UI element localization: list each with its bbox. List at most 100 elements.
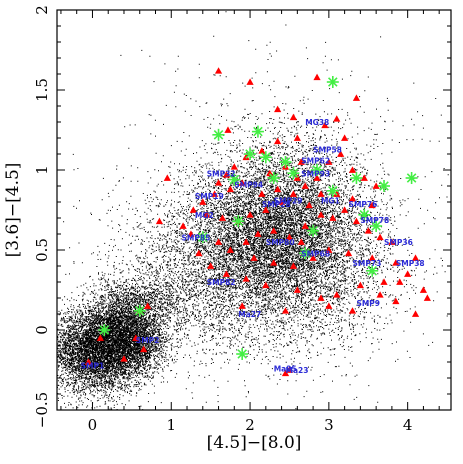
star-point [350,172,363,184]
object-label: SMP78 [360,216,389,225]
star-stroke [406,173,417,183]
triangle-point [411,254,420,261]
triangle-point [372,182,380,189]
star-point [133,304,146,317]
star-stroke [197,232,208,243]
triangle-point [120,355,128,362]
star-point [251,125,264,138]
triangle-point [325,158,333,165]
triangle-point [258,147,266,154]
triangle-point [325,302,333,309]
triangle-point [376,291,384,298]
object-label: Ma23 [286,366,309,375]
triangle-point [226,185,234,193]
triangle-point [277,198,286,205]
triangle-point [222,171,231,178]
triangle-point [376,233,384,241]
object-label: MG38 [305,118,329,127]
star-stroke [312,165,322,175]
star-point [287,167,300,180]
triangle-point [230,163,238,170]
object-label: SMP9 [356,299,380,308]
star-point [228,173,241,186]
triangle-point [132,334,140,341]
triangle-point [352,94,361,101]
object-label: SMP58 [313,145,342,154]
triangle-point [352,217,361,225]
star-point [98,324,111,336]
triangle-point [344,249,353,257]
triangle-point [388,238,396,245]
star-point [279,156,292,168]
triangle-point [163,174,171,181]
star-point [358,208,371,221]
triangle-point [333,115,341,122]
object-label: SMP85 [182,233,211,242]
star-point [196,231,209,244]
star-stroke [379,181,389,191]
star-point [370,220,383,232]
triangle-point [341,206,349,213]
field-dot-cluster [60,86,446,403]
triangle-point [199,198,207,205]
triangle-point [348,166,357,173]
plot-frame [56,9,452,411]
triangle-point [218,214,227,221]
y-tick-label: −0.5 [33,392,51,428]
triangle-point [317,211,325,218]
triangle-point [246,211,254,218]
triangle-point [317,190,325,197]
y-tick-label: 2 [33,5,51,15]
star-point [326,76,339,88]
object-labels: MG38 SMP58 SMP62 SMP93 SMP32 SMP94 SMP19 MG2 SMP… [81,118,425,375]
triangle-point [242,238,250,245]
triangle-point [262,281,270,289]
star-point [405,172,418,184]
triangle-point [337,150,345,157]
star-stroke [327,77,338,87]
object-label: SMP29 [274,197,303,206]
triangle-point [380,278,388,285]
star-stroke [371,221,381,231]
triangle-point [242,275,250,282]
triangle-point [289,262,297,269]
object-label: SMP62 [301,157,330,166]
field-dot-cluster [105,123,413,371]
triangle-point [155,217,164,225]
star-stroke [99,325,110,335]
field-dot-cluster [57,277,178,411]
triangle-point [207,262,215,269]
object-label: SMP36 [384,238,413,247]
triangle-point [270,227,278,234]
triangle-point [258,190,266,197]
star-stroke [327,185,338,196]
star-stroke [300,248,311,259]
triangle-point [246,78,254,85]
triangle-point [222,270,231,277]
star-stroke [237,349,247,359]
triangle-point [179,222,187,229]
triangle-point [419,286,428,293]
triangle-point [411,310,420,317]
triangle-point [333,291,341,298]
triangle-point [140,345,148,353]
star-stroke [367,265,378,276]
star-stroke [261,152,271,163]
star-stroke [288,168,299,179]
triangle-point [214,179,223,186]
triangle-point [325,246,333,253]
triangle-point [187,230,195,237]
triangle-point [274,185,282,193]
triangle-point [224,126,232,133]
axis-ticks: 0 1 2 3 4 −0.5 0 0.5 1 1.5 2 [33,5,451,434]
star-point [326,184,339,197]
star-stroke [213,129,224,140]
object-label: MG1 [321,197,340,206]
triangle-point [392,259,400,266]
y-tick-label: 1.5 [33,78,51,102]
triangle-point [270,259,278,266]
triangle-point [317,294,325,301]
triangle-point [226,246,234,253]
star-point [212,128,225,141]
